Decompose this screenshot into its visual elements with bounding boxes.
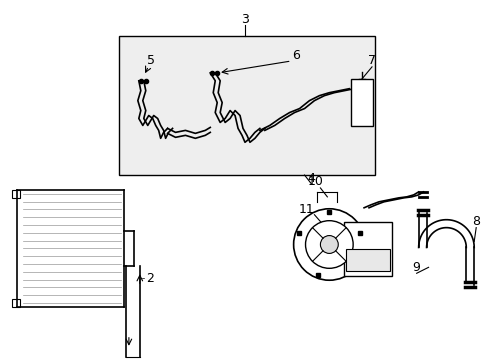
Text: 6: 6	[291, 49, 299, 63]
Bar	[350, 79, 372, 126]
Text: 2: 2	[145, 272, 153, 285]
Text: 1: 1	[0, 359, 1, 360]
Text: 8: 8	[471, 215, 479, 228]
Text: 10: 10	[307, 175, 323, 189]
Text: 9: 9	[412, 261, 420, 274]
Text: 11: 11	[298, 203, 314, 216]
Circle shape	[305, 221, 352, 268]
Circle shape	[293, 209, 365, 280]
Bar	[12, 190, 20, 198]
Text: 3: 3	[241, 13, 248, 26]
Bar	[12, 299, 20, 307]
Bar	[346, 249, 389, 271]
Text: 5: 5	[146, 54, 154, 67]
Bar	[344, 222, 391, 276]
Bar	[119, 36, 374, 175]
Text: 7: 7	[367, 54, 375, 67]
Text: 4: 4	[307, 171, 315, 185]
Circle shape	[320, 235, 338, 253]
